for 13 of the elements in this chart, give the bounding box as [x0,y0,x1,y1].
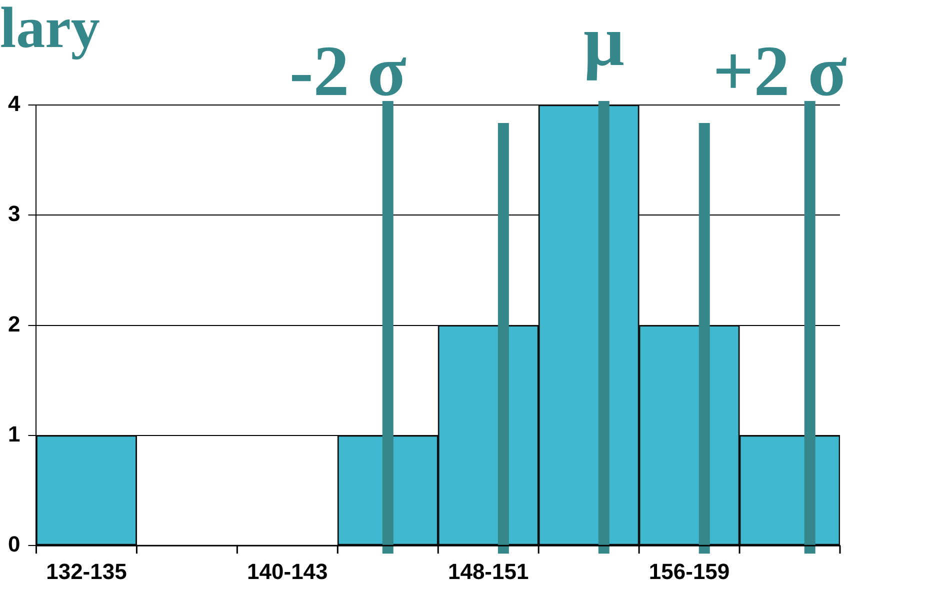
x-tick-label: 140-143 [247,558,328,584]
y-tick-label: 2 [8,311,20,336]
y-tick-label: 3 [8,201,20,226]
y-tick-label: 0 [8,532,20,557]
x-tick-label: 132-135 [46,558,127,584]
annotation: +2 σ [712,31,847,111]
x-tick-label: 148-151 [448,558,529,584]
chart-title: lary [0,0,100,61]
x-tick-label: 156-159 [648,558,730,584]
y-tick-label: 4 [8,91,21,116]
text: μ [583,1,624,81]
annotation: -2 σ [289,31,406,111]
y-tick-label: 1 [8,422,20,447]
